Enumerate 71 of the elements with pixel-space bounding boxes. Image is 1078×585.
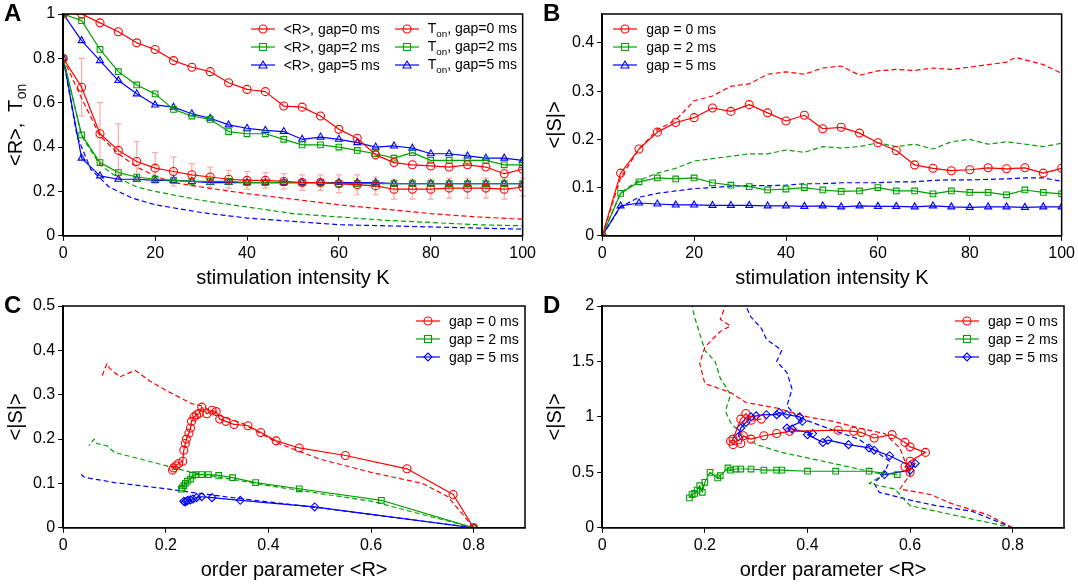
x-tick-label: 0 bbox=[597, 243, 607, 261]
y-tick-label: 0.2 bbox=[32, 181, 56, 199]
x-tick-label: 0.2 bbox=[154, 535, 178, 553]
y-tick-label: 0.4 bbox=[32, 137, 56, 155]
x-tick-label: 40 bbox=[238, 243, 257, 261]
legend-label: gap = 5 ms bbox=[646, 57, 716, 73]
y-tick-label: 0.3 bbox=[32, 385, 56, 403]
x-tick-label: 40 bbox=[777, 243, 796, 261]
x-axis-title: order parameter <R> bbox=[739, 557, 927, 580]
x-tick-label: 20 bbox=[685, 243, 704, 261]
x-tick-label: 60 bbox=[329, 243, 348, 261]
legend-label: gap = 0 ms bbox=[449, 313, 519, 329]
y-tick-label: 0.1 bbox=[32, 473, 56, 491]
y-tick-label: 0.3 bbox=[571, 81, 595, 99]
legend-label: T$_{on}$, gap=5 ms bbox=[427, 55, 517, 75]
x-tick-label: 0 bbox=[597, 535, 607, 553]
y-axis-title: <|S|> bbox=[542, 393, 565, 441]
x-axis-title: stimulation intensity K bbox=[735, 265, 930, 288]
chart-title: B bbox=[543, 0, 561, 26]
x-tick-label: 80 bbox=[421, 243, 440, 261]
x-tick-label: 0.4 bbox=[257, 535, 280, 553]
legend-label: <R>, gap=2 ms bbox=[283, 39, 380, 55]
y-tick-label: 0 bbox=[585, 518, 595, 536]
legend-label: gap = 2 ms bbox=[646, 39, 716, 55]
chart-title: C bbox=[4, 290, 22, 318]
y-tick-label: 0 bbox=[46, 518, 56, 536]
y-tick-label: 1.5 bbox=[571, 351, 595, 369]
legend-label: <R>, gap=0 ms bbox=[283, 21, 380, 37]
x-tick-label: 100 bbox=[1048, 243, 1076, 261]
x-tick-label: 0.4 bbox=[796, 535, 819, 553]
legend-label: gap = 2 ms bbox=[988, 331, 1058, 347]
x-tick-label: 0.6 bbox=[898, 535, 922, 553]
x-tick-label: 0 bbox=[58, 243, 68, 261]
legend-label: T$_{on}$, gap=2 ms bbox=[427, 37, 517, 57]
y-axis-title: <|S|> bbox=[542, 101, 565, 149]
x-tick-label: 20 bbox=[146, 243, 165, 261]
y-tick-label: 0.1 bbox=[571, 177, 595, 195]
y-tick-label: 0.5 bbox=[571, 462, 595, 480]
y-tick-label: 0 bbox=[585, 226, 595, 244]
x-tick-label: 0 bbox=[58, 535, 68, 553]
x-tick-label: 80 bbox=[960, 243, 979, 261]
y-axis-title: <R>, Ton bbox=[3, 83, 29, 167]
x-tick-label: 0.2 bbox=[693, 535, 717, 553]
x-tick-label: 0.6 bbox=[359, 535, 383, 553]
legend-label: gap = 0 ms bbox=[988, 313, 1058, 329]
y-axis-title: <|S|> bbox=[3, 393, 26, 441]
x-tick-label: 0.8 bbox=[462, 535, 485, 553]
x-axis-title: order parameter <R> bbox=[200, 557, 388, 580]
chart-title: D bbox=[543, 290, 561, 318]
y-tick-label: 2 bbox=[585, 296, 595, 314]
chart-title: A bbox=[4, 0, 22, 26]
legend-label: gap = 0 ms bbox=[646, 21, 716, 37]
y-tick-label: 0.8 bbox=[32, 48, 56, 66]
legend-label: gap = 5 ms bbox=[449, 349, 519, 365]
y-tick-label: 0.6 bbox=[32, 93, 56, 111]
y-tick-label: 0.5 bbox=[32, 296, 56, 314]
x-tick-label: 60 bbox=[868, 243, 887, 261]
x-axis-title: stimulation intensity K bbox=[196, 265, 391, 288]
y-tick-label: 0.2 bbox=[571, 129, 595, 147]
x-tick-label: 0.8 bbox=[1001, 535, 1024, 553]
x-tick-label: 100 bbox=[509, 243, 537, 261]
y-tick-label: 0.4 bbox=[32, 340, 56, 358]
legend-label: T$_{on}$, gap=0 ms bbox=[427, 19, 517, 39]
y-tick-label: 1 bbox=[46, 4, 56, 22]
y-tick-label: 1 bbox=[585, 407, 595, 425]
y-tick-label: 0 bbox=[46, 226, 56, 244]
y-tick-label: 0.2 bbox=[32, 429, 56, 447]
legend-label: gap = 5 ms bbox=[988, 349, 1058, 365]
legend-label: <R>, gap=5 ms bbox=[283, 57, 380, 73]
legend-label: gap = 2 ms bbox=[449, 331, 519, 347]
y-tick-label: 0.4 bbox=[571, 33, 595, 51]
